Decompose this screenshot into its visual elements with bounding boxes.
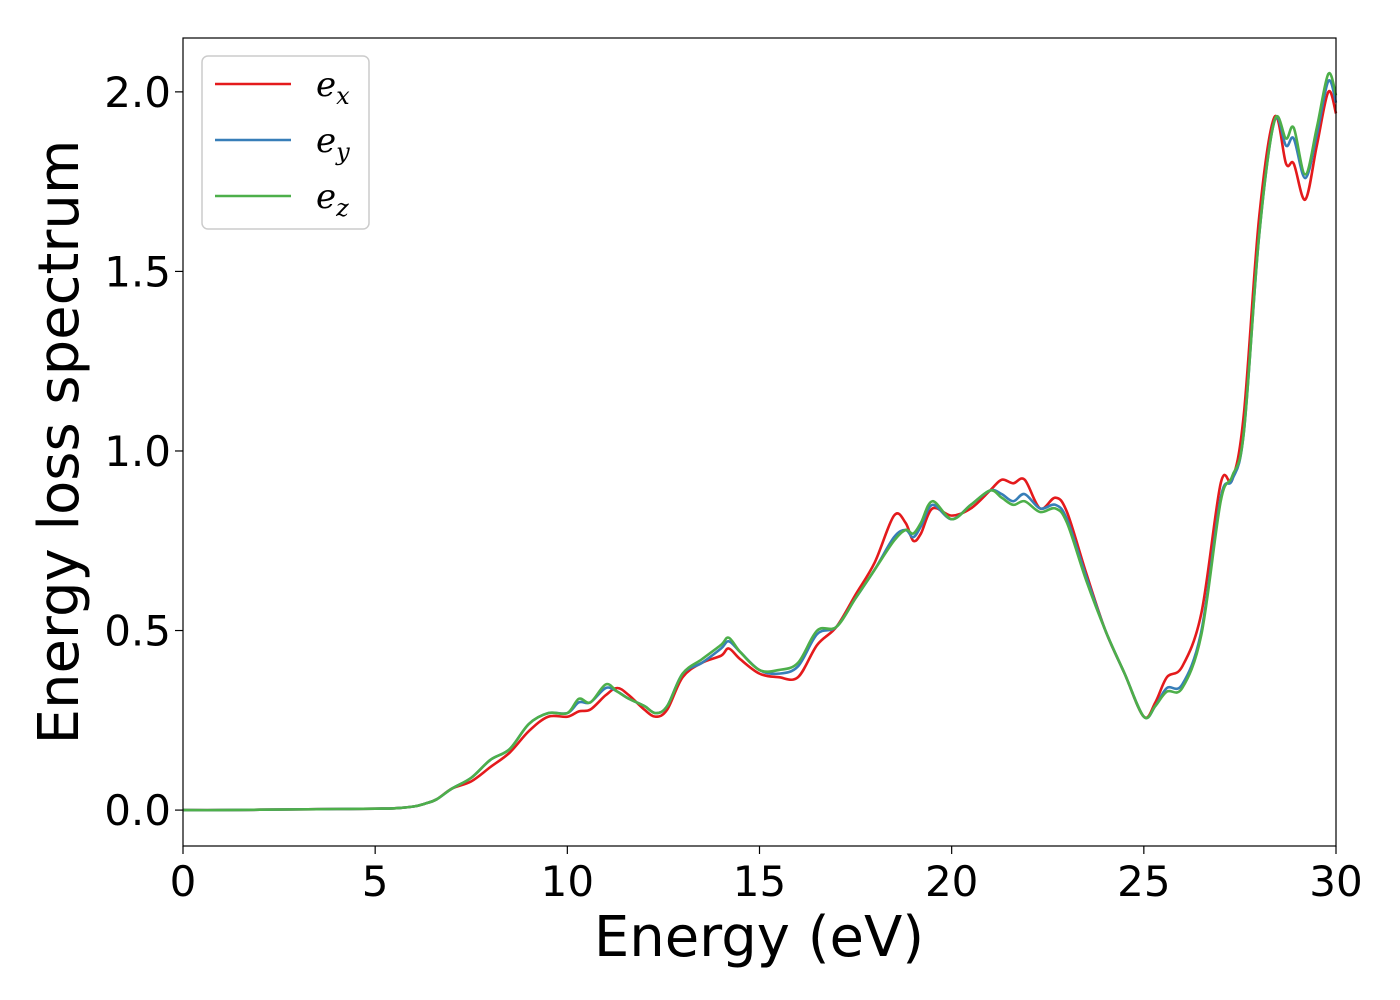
y-tick-label: 2.0 (104, 68, 171, 117)
series-layer (182, 71, 1338, 812)
plot-frame (182, 37, 1337, 847)
y-tick-label: 1.5 (104, 247, 171, 296)
x-tick-label: 5 (362, 857, 389, 906)
x-tick-label: 10 (541, 857, 594, 906)
x-tick-label: 25 (1117, 857, 1170, 906)
series-line-z (182, 71, 1338, 812)
legend-box (201, 55, 370, 230)
x-axis-ticks: 0 5 10 15 20 25 30 (170, 846, 1363, 906)
y-axis-ticks: 0.0 0.5 1.0 1.5 2.0 (104, 68, 183, 835)
y-tick-label: 1.0 (104, 427, 171, 476)
x-tick-label: 30 (1309, 857, 1362, 906)
y-tick-label: 0.0 (104, 786, 171, 835)
y-axis-label: Energy loss spectrum (27, 140, 92, 745)
x-tick-label: 0 (170, 857, 197, 906)
x-axis-label: Energy (eV) (594, 905, 924, 970)
x-tick-label: 15 (733, 857, 786, 906)
x-tick-label: 20 (925, 857, 978, 906)
y-tick-label: 0.5 (104, 607, 171, 656)
plot-area (183, 38, 1336, 846)
series-line-x (182, 89, 1338, 812)
